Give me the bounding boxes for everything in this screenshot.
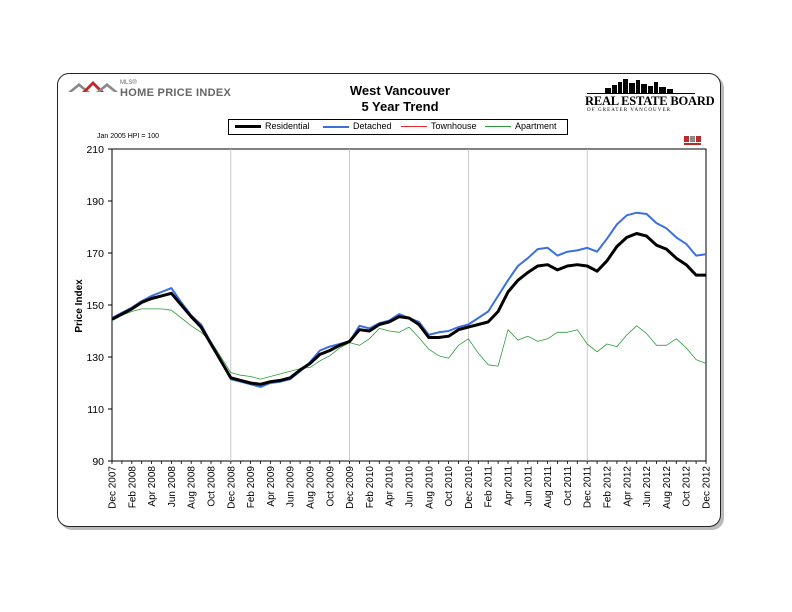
base-index-note: Jan 2005 HPI = 100 bbox=[97, 133, 160, 140]
legend-label-residential: Residential bbox=[265, 121, 310, 131]
chart-legend: Residential Detached Townhouse Apartment bbox=[228, 119, 568, 135]
x-tick-label: Dec 2012 bbox=[702, 466, 713, 509]
y-tick-label: 210 bbox=[86, 144, 104, 156]
real-estate-board-logo: REAL ESTATE BOARD OF GREATER VANCOUVER bbox=[583, 78, 715, 116]
home-price-index-wordmark: HOME PRICE INDEX bbox=[120, 87, 232, 99]
x-tick-label: Oct 2008 bbox=[207, 466, 218, 507]
legend-swatch-residential bbox=[235, 125, 261, 128]
x-tick-label: Aug 2010 bbox=[424, 466, 435, 509]
x-tick-label: Jun 2009 bbox=[286, 466, 297, 508]
y-tick-label: 90 bbox=[92, 456, 104, 468]
y-axis: 90 110 130 150 170 190 210 bbox=[86, 144, 112, 468]
chart-title: West Vancouver bbox=[349, 83, 451, 98]
x-tick-label: Aug 2009 bbox=[306, 466, 317, 509]
x-tick-label: Dec 2011 bbox=[583, 466, 594, 509]
legend-swatch-detached bbox=[323, 126, 349, 128]
x-tick-label: Feb 2009 bbox=[246, 466, 257, 509]
x-tick-label: Oct 2011 bbox=[563, 466, 574, 506]
chart-subtitle: 5 Year Trend bbox=[361, 99, 439, 114]
x-tick-label: Apr 2012 bbox=[622, 466, 633, 507]
legend-label-detached: Detached bbox=[353, 121, 392, 131]
x-axis: Dec 2007 Feb 2008 Apr 2008 Jun 2008 Aug 2008… bbox=[108, 461, 713, 509]
series-line-residential bbox=[111, 232, 706, 386]
legend-label-apartment: Apartment bbox=[515, 121, 557, 131]
x-tick-label: Aug 2011 bbox=[543, 466, 554, 509]
plot-frame bbox=[111, 148, 707, 462]
legend-label-townhouse: Townhouse bbox=[431, 121, 477, 131]
x-tick-label: Feb 2012 bbox=[603, 466, 614, 509]
legend-swatch-townhouse bbox=[401, 126, 427, 127]
x-tick-label: Jun 2011 bbox=[523, 466, 534, 507]
x-tick-label: Jun 2010 bbox=[405, 466, 416, 508]
city-skyline-icon bbox=[587, 79, 695, 94]
x-tick-label: Jun 2012 bbox=[642, 466, 653, 508]
house-roofs-icon bbox=[68, 81, 118, 92]
y-tick-label: 110 bbox=[87, 404, 104, 416]
x-tick-label: Apr 2008 bbox=[147, 466, 158, 507]
x-tick-label: Jun 2008 bbox=[167, 466, 178, 508]
mls-mark: MLS® bbox=[120, 80, 137, 86]
y-axis-label: Price Index bbox=[74, 279, 85, 333]
y-tick-label: 170 bbox=[86, 248, 104, 260]
mls-hpi-logo: MLS® HOME PRICE INDEX bbox=[68, 78, 238, 106]
x-tick-label: Dec 2009 bbox=[345, 466, 356, 509]
x-tick-label: Oct 2010 bbox=[444, 466, 455, 507]
x-tick-label: Oct 2009 bbox=[325, 466, 336, 507]
y-tick-label: 150 bbox=[86, 300, 104, 312]
x-tick-label: Oct 2012 bbox=[682, 466, 693, 507]
x-tick-label: Feb 2008 bbox=[127, 466, 138, 509]
y-tick-label: 130 bbox=[86, 352, 104, 364]
x-tick-label: Dec 2007 bbox=[108, 466, 119, 509]
x-tick-label: Apr 2011 bbox=[504, 466, 515, 506]
x-tick-label: Dec 2008 bbox=[226, 466, 237, 509]
plot-area bbox=[111, 148, 707, 462]
x-tick-label: Feb 2011 bbox=[484, 466, 495, 508]
real-estate-board-wordmark: REAL ESTATE BOARD bbox=[585, 94, 715, 108]
legend-swatch-apartment bbox=[485, 126, 511, 127]
greater-vancouver-wordmark: OF GREATER VANCOUVER bbox=[587, 108, 672, 113]
mini-board-logo-icon bbox=[684, 136, 701, 145]
x-tick-label: Apr 2009 bbox=[266, 466, 277, 507]
x-tick-label: Dec 2010 bbox=[464, 466, 475, 509]
y-tick-label: 190 bbox=[86, 196, 104, 208]
x-tick-label: Aug 2008 bbox=[187, 466, 198, 509]
x-tick-label: Aug 2012 bbox=[662, 466, 673, 509]
x-tick-label: Apr 2010 bbox=[385, 466, 396, 507]
x-tick-label: Feb 2010 bbox=[365, 466, 376, 509]
series-layer bbox=[111, 211, 707, 388]
